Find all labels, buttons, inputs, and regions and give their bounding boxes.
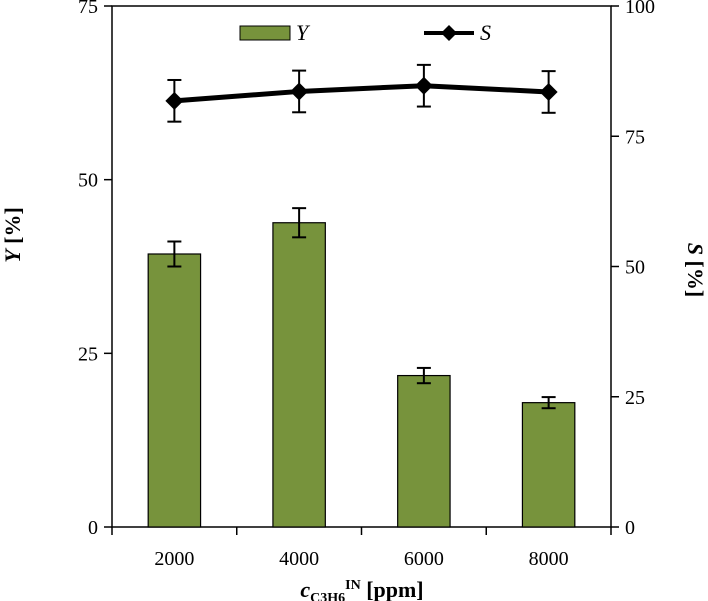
error-bar-y-4000	[292, 207, 307, 239]
marker-s-6000	[414, 76, 433, 95]
x-axis: 2000 4000 6000 8000	[111, 527, 612, 570]
right-axis-title-var: S	[683, 243, 708, 255]
legend: Y S	[239, 20, 491, 45]
x-axis-title-unit: [ppm]	[366, 577, 423, 601]
legend-swatch-y	[239, 25, 291, 41]
bar-y-4000	[272, 222, 326, 528]
right-axis-title-unit: [%]	[683, 261, 708, 298]
left-axis-title-var: Y	[0, 247, 25, 263]
line-series-s	[165, 63, 558, 123]
x-axis-title-var: c	[300, 577, 310, 601]
left-axis-title: Y [%]	[0, 207, 25, 263]
legend-label-s: S	[480, 20, 491, 45]
right-tick-label-0: 0	[625, 517, 635, 539]
x-axis-title-sup: IN	[345, 578, 361, 593]
bar-y-8000	[521, 402, 576, 528]
x-tick-label-2000: 2000	[154, 548, 194, 570]
right-tick-label-100: 100	[625, 0, 655, 18]
right-tick-label-25: 25	[625, 387, 645, 409]
bar-series-y	[147, 207, 576, 528]
marker-s-2000	[165, 91, 184, 110]
left-tick-label-25: 25	[78, 343, 98, 365]
left-tick-label-0: 0	[88, 517, 98, 539]
left-y-axis: 0 25 50 75	[78, 0, 112, 539]
left-axis-title-unit: [%]	[0, 207, 25, 244]
left-tick-label-50: 50	[78, 170, 98, 192]
right-tick-label-75: 75	[625, 126, 645, 148]
x-axis-title: cC3H6IN [ppm]	[300, 577, 423, 601]
x-axis-title-sub: C3H6	[310, 591, 345, 601]
x-tick-label-4000: 4000	[279, 548, 319, 570]
bar-y-2000	[147, 253, 202, 528]
right-tick-label-50: 50	[625, 257, 645, 279]
error-bar-y-2000	[167, 240, 182, 268]
legend-label-y: Y	[296, 20, 311, 45]
legend-marker-s-icon	[441, 25, 457, 41]
error-bar-y-8000	[541, 396, 556, 410]
x-tick-label-8000: 8000	[529, 548, 569, 570]
bar-y-6000	[397, 374, 451, 528]
error-bar-y-6000	[416, 366, 431, 385]
marker-s-8000	[539, 82, 558, 101]
right-y-axis: 0 25 50 75 100	[611, 0, 655, 539]
right-axis-title: S [%]	[683, 243, 708, 297]
left-tick-label-75: 75	[78, 0, 98, 18]
line-s	[174, 83, 549, 104]
x-tick-label-6000: 6000	[404, 548, 444, 570]
marker-s-4000	[290, 82, 309, 101]
